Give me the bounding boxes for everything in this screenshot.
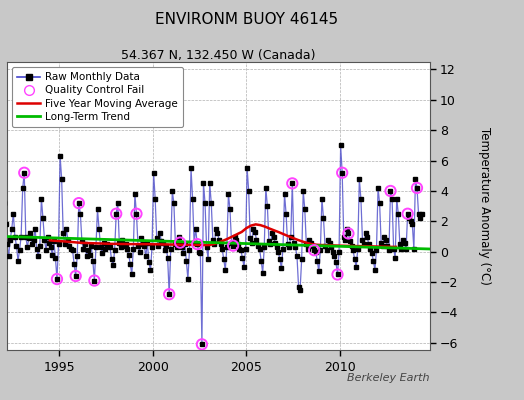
Title: 54.367 N, 132.450 W (Canada): 54.367 N, 132.450 W (Canada) [121, 49, 315, 62]
Point [90, 277, 99, 284]
Point [132, 210, 140, 217]
Point [288, 180, 297, 186]
Point [310, 247, 318, 253]
Point [386, 188, 395, 194]
Point [71, 273, 80, 279]
Point [229, 242, 237, 249]
Point [193, 241, 201, 247]
Point [112, 210, 121, 217]
Y-axis label: Temperature Anomaly (°C): Temperature Anomaly (°C) [478, 127, 491, 285]
Point [344, 230, 353, 237]
Point [74, 200, 83, 206]
Point [20, 170, 28, 176]
Point [333, 271, 342, 278]
Point [338, 170, 346, 176]
Point [198, 341, 206, 348]
Point [403, 210, 412, 217]
Text: Berkeley Earth: Berkeley Earth [347, 374, 430, 384]
Text: ENVIRONM BUOY 46145: ENVIRONM BUOY 46145 [155, 12, 338, 27]
Point [165, 291, 173, 298]
Legend: Raw Monthly Data, Quality Control Fail, Five Year Moving Average, Long-Term Tren: Raw Monthly Data, Quality Control Fail, … [12, 67, 183, 127]
Point [413, 185, 421, 191]
Point [53, 276, 61, 282]
Point [176, 239, 184, 246]
